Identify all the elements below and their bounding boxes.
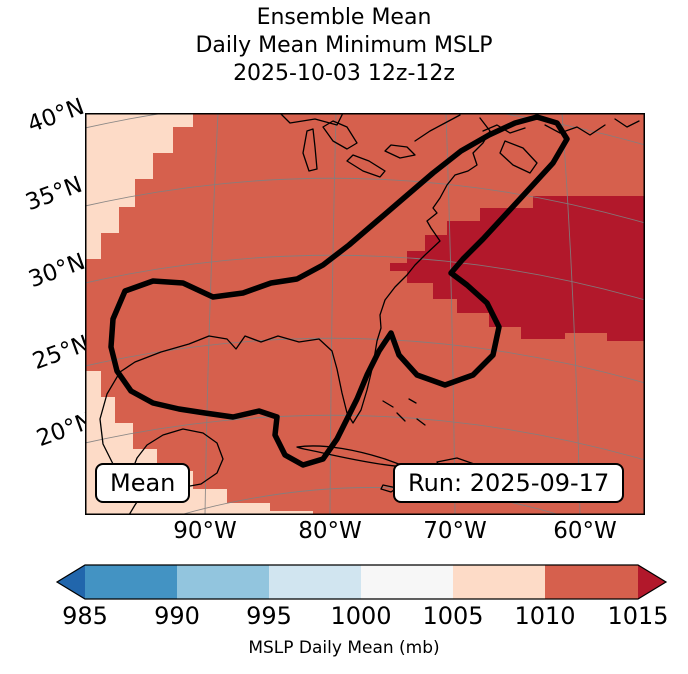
- map-border: [85, 113, 645, 515]
- colorbar-seg-985-990: [85, 565, 177, 599]
- colorbar-under-arrow: [57, 565, 85, 599]
- colorbar-over-arrow: [638, 565, 666, 599]
- run-date-box: Run: 2025-09-17: [393, 463, 625, 503]
- colorbar-tick-995: 995: [246, 602, 292, 630]
- colorbar-seg-990-995: [177, 565, 269, 599]
- meridian-90w: [204, 113, 219, 515]
- colorbar-tick-1015: 1015: [607, 602, 669, 630]
- jamaica: [380, 484, 398, 493]
- bahamas: [382, 398, 426, 426]
- colorbar-tick-1005: 1005: [422, 602, 484, 630]
- map-canvas: [85, 113, 645, 515]
- lat-label-30n: 30°N: [25, 248, 89, 294]
- lake-erie: [346, 154, 386, 178]
- parallel-30n: [85, 254, 645, 301]
- title-block: Ensemble Mean Daily Mean Minimum MSLP 20…: [0, 4, 688, 88]
- title-line-2: Daily Mean Minimum MSLP: [195, 33, 493, 58]
- title-line-3: 2025-10-03 12z-12z: [233, 61, 455, 86]
- parallel-35n: [85, 177, 645, 224]
- mean-contour: [108, 114, 570, 468]
- lon-label-70w: 70°W: [423, 518, 487, 544]
- pressure-field-dark-atlantic: [390, 196, 645, 341]
- parallel-20n: [85, 414, 645, 461]
- colorbar-tick-1000: 1000: [330, 602, 392, 630]
- lon-label-80w: 80°W: [298, 518, 362, 544]
- colorbar-caption: MSLP Daily Mean (mb): [248, 638, 440, 658]
- colorbar-tick-1010: 1010: [514, 602, 576, 630]
- lon-label-90w: 90°W: [173, 518, 237, 544]
- colorbar-tick-990: 990: [154, 602, 200, 630]
- coastline-east-gulf: [99, 117, 491, 477]
- lake-michigan: [302, 128, 318, 172]
- colorbar-tick-985: 985: [62, 602, 108, 630]
- mean-label-box: Mean: [95, 463, 191, 503]
- colorbar-seg-1000-1005: [361, 565, 453, 599]
- meridian-80w: [329, 113, 337, 515]
- cuba: [296, 445, 408, 468]
- newfoundland-corner: [614, 118, 640, 128]
- colorbar-outline: [55, 564, 668, 600]
- lat-label-25n: 25°N: [29, 330, 93, 376]
- lat-label-40n: 40°N: [24, 93, 88, 139]
- st-lawrence: [414, 114, 461, 142]
- lake-ontario: [384, 144, 416, 159]
- lon-label-60w: 60°W: [553, 518, 617, 544]
- colorbar: [55, 564, 668, 600]
- meridian-60w: [561, 113, 581, 515]
- lat-label-35n: 35°N: [22, 171, 86, 217]
- lake-superior: [279, 113, 344, 126]
- colorbar-seg-1005-1010: [453, 565, 545, 599]
- gulf-st-lawrence-coast: [544, 124, 606, 136]
- pressure-field-light-northwest: [85, 113, 193, 259]
- meridian-70w: [445, 113, 456, 515]
- nova-scotia: [499, 140, 538, 174]
- title-line-1: Ensemble Mean: [256, 5, 432, 30]
- colorbar-seg-1010-1015: [545, 565, 638, 599]
- colorbar-seg-995-1000: [269, 565, 361, 599]
- lake-huron: [322, 120, 358, 150]
